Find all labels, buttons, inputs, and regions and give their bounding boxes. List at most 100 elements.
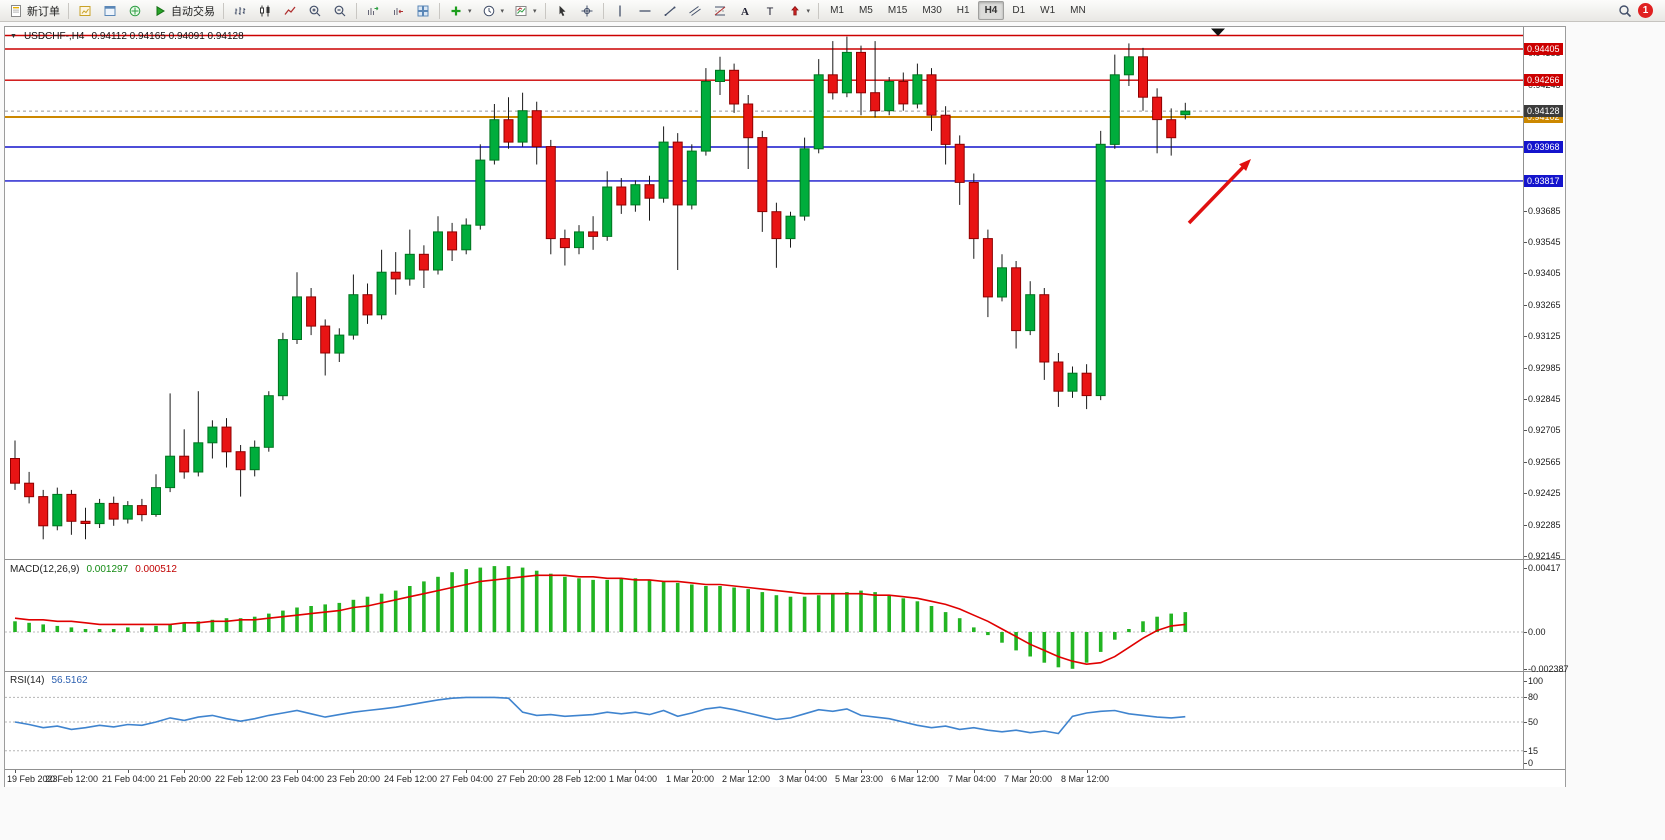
text-button[interactable]: A	[733, 1, 757, 21]
arrow-annotation[interactable]	[1187, 159, 1251, 225]
macd-name: MACD(12,26,9)	[10, 564, 80, 575]
channel-button[interactable]	[683, 1, 707, 21]
search-button[interactable]	[1613, 1, 1637, 21]
new-order-icon	[8, 3, 24, 19]
vertical-line-button[interactable]	[608, 1, 632, 21]
time-tick-mark	[861, 770, 862, 773]
trendline-button[interactable]	[658, 1, 682, 21]
expand-triangle-icon[interactable]: ▼	[10, 33, 17, 40]
auto-scroll-button[interactable]	[361, 1, 385, 21]
time-label: 19 Feb 2023	[7, 774, 58, 784]
axis-tick-mark	[1524, 556, 1527, 557]
zoom-out-button[interactable]	[328, 1, 352, 21]
zoom-in-button[interactable]	[303, 1, 327, 21]
axis-tick-mark	[1524, 632, 1527, 633]
time-label: 2 Mar 12:00	[722, 774, 771, 784]
horizontal-line-button[interactable]	[633, 1, 657, 21]
cursor-button[interactable]	[550, 1, 574, 21]
chart-shift-marker-icon[interactable]	[1211, 28, 1225, 37]
time-label: 27 Feb 20:00	[497, 774, 551, 784]
navigator-button[interactable]	[123, 1, 147, 21]
new-order-button[interactable]: 新订单	[4, 1, 64, 21]
time-label: 8 Mar 12:00	[1061, 774, 1110, 784]
line-icon	[282, 3, 298, 19]
symbol-timeframe-label: USDCHF-,H4	[23, 31, 85, 42]
dropdown-caret-icon[interactable]: ▾	[533, 7, 537, 15]
line-chart-button[interactable]	[278, 1, 302, 21]
axis-tick-mark	[1524, 722, 1527, 723]
tile-windows-button[interactable]	[411, 1, 435, 21]
zoom-in-icon	[307, 3, 323, 19]
time-tick-mark	[184, 770, 185, 773]
toolbar-sep	[356, 2, 357, 19]
text-label-button[interactable]: T	[758, 1, 782, 21]
new-order-button-label: 新订单	[27, 5, 60, 18]
fibonacci-button[interactable]	[708, 1, 732, 21]
macd-histogram	[13, 566, 1188, 669]
candlestick-chart-button[interactable]	[253, 1, 277, 21]
panel-separator[interactable]	[5, 559, 1565, 560]
timeframe-button-h1[interactable]: H1	[956, 5, 970, 16]
crosshair-button[interactable]	[575, 1, 599, 21]
rsi-name: RSI(14)	[10, 675, 45, 686]
time-label: 22 Feb 12:00	[215, 774, 269, 784]
time-tick-mark	[748, 770, 749, 773]
navigator-icon	[127, 3, 143, 19]
time-tick-mark	[974, 770, 975, 773]
dropdown-caret-icon[interactable]: ▾	[468, 7, 472, 15]
rsi-panel[interactable]	[5, 673, 1523, 769]
main-toolbar: 新订单 自动交易 ▾ ▾ ▾ A T ▾ M1 M5 M15 M30 H1 H4 D1 W1 MN 1	[0, 0, 1665, 22]
auto-scroll-icon	[365, 3, 381, 19]
bar-chart-button[interactable]	[228, 1, 252, 21]
notification-badge[interactable]: 1	[1638, 3, 1653, 18]
price-tick-label: 0.92565	[1528, 457, 1561, 467]
tile-icon	[415, 3, 431, 19]
time-label: 27 Feb 04:00	[440, 774, 494, 784]
periods-button[interactable]: ▾	[477, 1, 509, 21]
timeframe-button-m5[interactable]: M5	[858, 5, 873, 16]
candlestick-chart[interactable]	[5, 27, 1523, 559]
axis-tick-mark	[1524, 525, 1527, 526]
dropdown-caret-icon[interactable]: ▾	[500, 7, 505, 15]
ohlc-values: 0.94112 0.94165 0.94091 0.94128	[91, 31, 244, 42]
arrows-button[interactable]: ▾	[783, 1, 815, 21]
timeframe-button-m1[interactable]: M1	[830, 5, 844, 16]
timeframe-button-h4[interactable]: H4	[977, 1, 1005, 20]
time-tick-mark	[805, 770, 806, 773]
time-label: 5 Mar 23:00	[835, 774, 884, 784]
candles-icon	[257, 3, 273, 19]
macd-main-value: 0.001297	[86, 564, 129, 575]
market-watch-button[interactable]	[73, 1, 97, 21]
timeframe-button-w1[interactable]: W1	[1040, 5, 1056, 16]
price-tick-label: 0.92845	[1528, 394, 1561, 404]
price-tick-label: 0	[1528, 758, 1534, 768]
indicators-button[interactable]: ▾	[444, 1, 476, 21]
price-level-badge: 0.94266	[1524, 74, 1563, 86]
candles-series[interactable]	[10, 36, 1191, 540]
current-price-badge: 0.94128	[1524, 105, 1563, 117]
time-label: 24 Feb 12:00	[384, 774, 438, 784]
timeframe-button-m15[interactable]: M15	[887, 5, 908, 16]
price-axis[interactable]: 0.943850.942450.941050.939650.938250.936…	[1524, 27, 1569, 769]
vline-icon	[612, 3, 628, 19]
data-window-button[interactable]	[98, 1, 122, 21]
timeframe-button-m30[interactable]: M30	[922, 5, 942, 16]
auto-trading-button[interactable]: 自动交易	[148, 1, 219, 21]
templates-button[interactable]: ▾	[509, 1, 541, 21]
dropdown-caret-icon[interactable]: ▾	[806, 7, 811, 15]
axis-tick-mark	[1524, 242, 1527, 243]
clock-icon	[481, 3, 497, 19]
macd-panel[interactable]	[5, 561, 1523, 671]
panel-separator[interactable]	[5, 671, 1565, 672]
chart-shift-button[interactable]	[386, 1, 410, 21]
time-label: 23 Feb 20:00	[327, 774, 381, 784]
timeframe-button-d1[interactable]: D1	[1012, 5, 1026, 16]
time-tick-mark	[297, 770, 298, 773]
timeframe-button-mn[interactable]: MN	[1070, 5, 1086, 16]
text-a-icon: A	[737, 3, 753, 19]
svg-text:A: A	[741, 6, 749, 18]
time-tick-mark	[410, 770, 411, 773]
play-icon	[152, 3, 168, 19]
time-tick-mark	[128, 770, 129, 773]
time-axis[interactable]: 19 Feb 2023 20 Feb 12:00 21 Feb 04:00 21 Fe…	[5, 769, 1565, 787]
